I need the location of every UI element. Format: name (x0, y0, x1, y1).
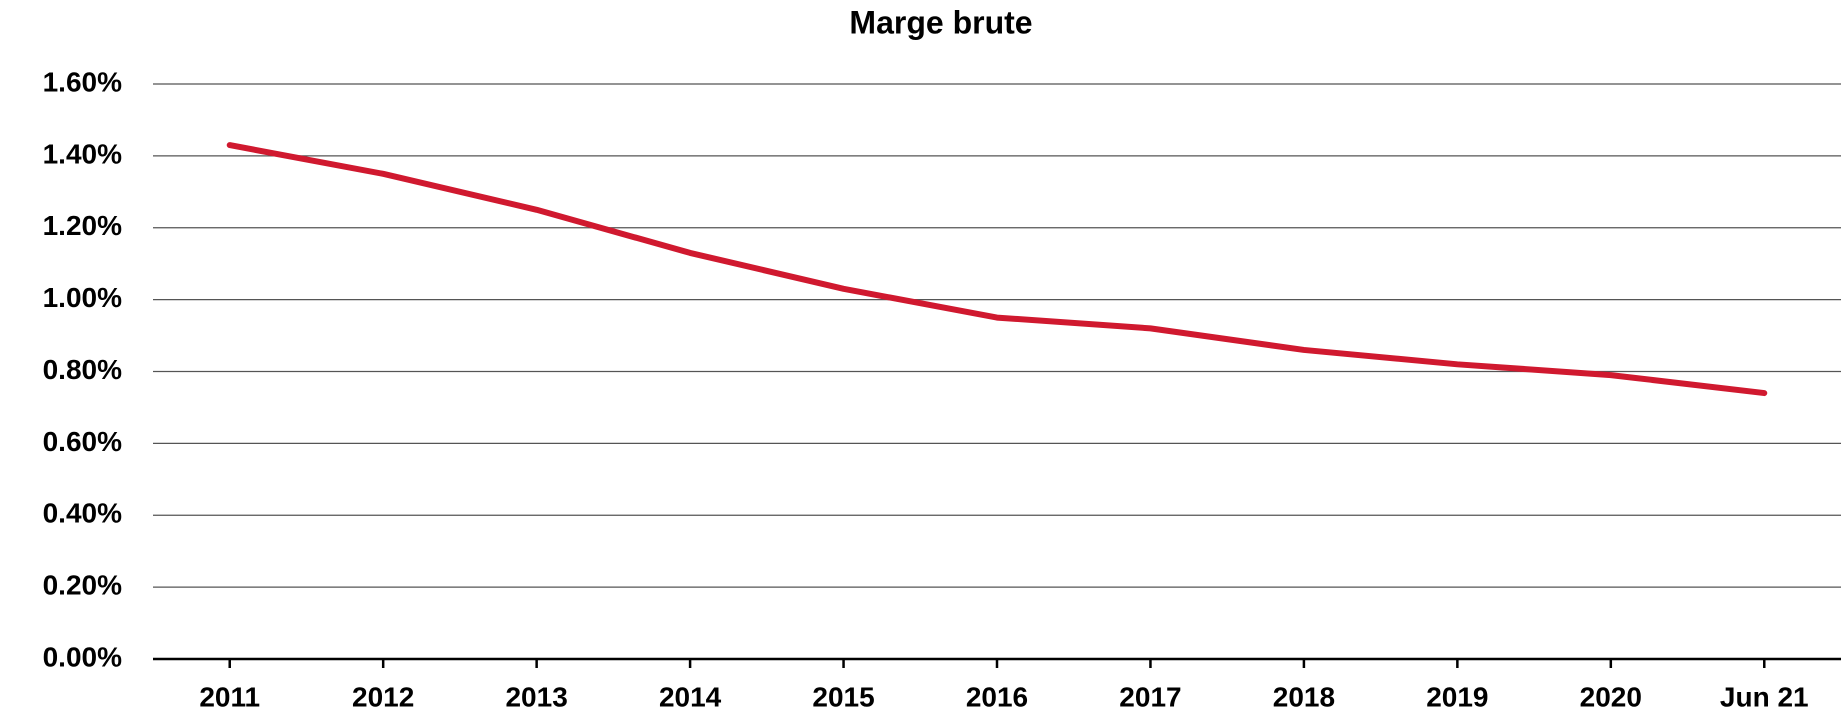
x-tick-label: 2015 (812, 681, 874, 712)
y-tick-label: 1.60% (43, 66, 122, 97)
x-tick-label: 2012 (352, 681, 414, 712)
x-tick-label: 2020 (1580, 681, 1642, 712)
y-tick-label: 0.20% (43, 570, 122, 601)
y-tick-label: 0.80% (43, 354, 122, 385)
chart-title: Marge brute (849, 4, 1032, 40)
y-tick-label: 0.00% (43, 641, 122, 672)
x-tick-label: 2011 (199, 681, 260, 712)
x-tick-label: 2016 (966, 681, 1028, 712)
x-tick-label: Jun 21 (1720, 681, 1809, 712)
y-tick-label: 1.20% (43, 210, 122, 241)
x-tick-label: 2013 (505, 681, 567, 712)
y-tick-label: 1.40% (43, 138, 122, 169)
x-tick-label: 2018 (1273, 681, 1335, 712)
x-tick-label: 2014 (659, 681, 722, 712)
line (226, 142, 1768, 397)
y-tick-label: 1.00% (43, 282, 122, 313)
y-tick-label: 0.60% (43, 426, 122, 457)
x-tick-label: 2017 (1119, 681, 1181, 712)
x-tick-label: 2019 (1426, 681, 1488, 712)
y-tick-label: 0.40% (43, 498, 122, 529)
